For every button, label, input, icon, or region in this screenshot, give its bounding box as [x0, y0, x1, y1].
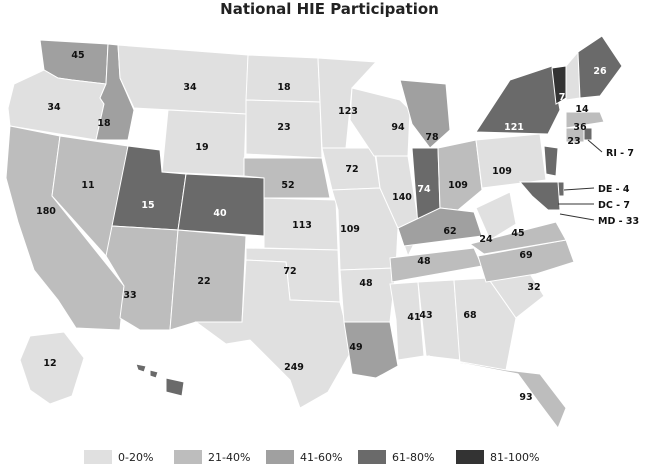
labels-layer: 4534180181134191540332218235211372249123… [36, 50, 607, 409]
legend-swatch-2 [174, 450, 202, 464]
state-value-ct: 23 [567, 136, 580, 147]
legend-swatch-1 [84, 450, 112, 464]
state-value-ga: 68 [463, 310, 477, 321]
state-value-mi: 78 [425, 132, 439, 143]
state-md [518, 181, 561, 211]
state-ma [565, 111, 605, 129]
state-mt [117, 44, 249, 115]
state-nj [543, 145, 559, 177]
state-nd [245, 54, 321, 103]
state-va [468, 221, 567, 255]
state-tx [194, 259, 353, 409]
state-value-ma: 36 [573, 122, 587, 133]
state-me [577, 35, 623, 99]
state-value-vt: 7 [559, 92, 566, 103]
callout-leader-md [559, 213, 595, 221]
state-value-ak: 12 [43, 358, 56, 369]
state-value-az: 33 [123, 290, 136, 301]
state-value-mn: 123 [338, 106, 358, 117]
state-tn [389, 247, 483, 283]
state-value-tn: 48 [417, 256, 431, 267]
state-value-pa: 109 [492, 166, 512, 177]
callout-label-dc: DC - 7 [598, 200, 630, 211]
state-value-sc: 32 [527, 282, 540, 293]
state-value-id: 18 [97, 118, 111, 129]
state-ky [397, 207, 483, 247]
state-ri [583, 127, 593, 141]
state-value-ar: 48 [359, 278, 373, 289]
state-value-ms: 41 [407, 312, 420, 323]
state-wv [475, 191, 517, 241]
callout-label-de: DE - 4 [598, 184, 630, 195]
states-layer [5, 35, 623, 430]
state-oh [437, 139, 483, 211]
state-value-mo: 109 [340, 224, 360, 235]
callout-label-ri: RI - 7 [606, 148, 634, 159]
state-value-co: 40 [213, 208, 227, 219]
state-value-ks: 113 [292, 220, 312, 231]
state-value-il: 140 [392, 192, 412, 203]
state-value-wa: 45 [71, 50, 84, 61]
callouts-layer: RI - 7 DE - 4 DC - 7 MD - 33 [558, 139, 639, 227]
state-ms [389, 281, 425, 361]
legend: 0-20% 21-40% 41-60% 61-80% 81-100% [84, 450, 539, 464]
state-value-la: 49 [349, 342, 362, 353]
state-value-oh: 109 [448, 180, 468, 191]
legend-label-4: 61-80% [392, 451, 434, 464]
state-value-in: 74 [417, 184, 431, 195]
state-value-ut: 15 [141, 200, 154, 211]
state-value-ky: 62 [443, 226, 456, 237]
state-la [343, 321, 399, 379]
callout-leader-ri [587, 139, 603, 153]
state-value-hi: 11 [165, 398, 178, 409]
legend-swatch-5 [456, 450, 484, 464]
state-value-ca: 180 [36, 206, 56, 217]
state-value-nv: 11 [81, 180, 94, 191]
state-value-ok: 72 [283, 266, 296, 277]
legend-label-1: 0-20% [118, 451, 153, 464]
state-value-ny: 121 [504, 122, 524, 133]
state-value-va: 45 [511, 228, 524, 239]
state-value-fl: 93 [519, 392, 532, 403]
state-value-mt: 34 [183, 82, 197, 93]
state-value-ia: 72 [345, 164, 358, 175]
state-value-wv: 24 [479, 234, 493, 245]
callout-label-md: MD - 33 [598, 216, 639, 227]
state-hi [135, 363, 185, 397]
legend-swatch-3 [266, 450, 294, 464]
state-value-al: 43 [419, 310, 432, 321]
state-ak [19, 331, 85, 405]
callout-leader-de [563, 187, 595, 191]
state-value-nj: 40 [559, 168, 573, 179]
state-value-wi: 94 [391, 122, 405, 133]
state-mi [399, 79, 451, 149]
state-value-nh: 14 [575, 104, 589, 115]
state-ct [565, 127, 585, 143]
state-value-me: 26 [593, 66, 607, 77]
state-ar [339, 267, 397, 323]
state-value-wy: 19 [195, 142, 208, 153]
state-value-sd: 23 [277, 122, 290, 133]
state-value-nc: 69 [519, 250, 532, 261]
legend-label-2: 21-40% [208, 451, 250, 464]
state-co [177, 173, 267, 237]
state-ga [453, 277, 517, 371]
legend-label-5: 81-100% [490, 451, 539, 464]
map-title: National HIE Participation [220, 0, 439, 18]
state-fl [427, 355, 567, 430]
state-value-nm: 22 [197, 276, 210, 287]
state-value-ne: 52 [281, 180, 294, 191]
legend-label-3: 41-60% [300, 451, 342, 464]
state-value-nd: 18 [277, 82, 291, 93]
state-pa [475, 133, 547, 189]
state-value-tx: 249 [284, 362, 304, 373]
legend-swatch-4 [358, 450, 386, 464]
state-value-or: 34 [47, 102, 61, 113]
